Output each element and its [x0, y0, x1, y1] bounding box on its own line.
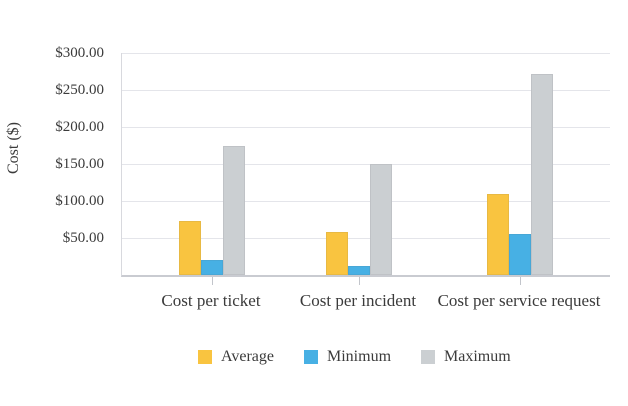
y-tick-label: $150.00	[55, 156, 104, 172]
legend-label: Maximum	[444, 348, 511, 365]
gridline	[122, 53, 610, 54]
x-axis-tick	[520, 277, 521, 285]
y-tick-label: $300.00	[55, 45, 104, 61]
bar-average	[326, 232, 348, 275]
x-axis-tick	[212, 277, 213, 285]
y-tick-label: $100.00	[55, 193, 104, 209]
gridline	[122, 238, 610, 239]
legend: Average Minimum Maximum	[198, 348, 511, 366]
bar-maximum	[370, 164, 392, 275]
legend-swatch-average	[198, 350, 212, 364]
legend-swatch-maximum	[421, 350, 436, 364]
bar-minimum	[348, 266, 370, 275]
y-tick-label: $50.00	[62, 230, 104, 246]
bar-average	[487, 193, 509, 275]
x-category-label: Cost per ticket	[161, 291, 261, 310]
legend-item: Average	[198, 348, 274, 366]
y-tick-label: $250.00	[55, 82, 104, 98]
legend-item: Minimum	[304, 348, 391, 366]
gridline	[122, 164, 610, 165]
gridline	[122, 90, 610, 91]
legend-item: Maximum	[421, 348, 511, 366]
legend-label: Minimum	[327, 348, 392, 365]
bar-average	[179, 220, 201, 275]
legend-label: Average	[221, 348, 274, 365]
legend-swatch-minimum	[304, 350, 318, 364]
gridline	[122, 201, 610, 202]
plot-area	[121, 53, 610, 285]
x-category-label: Cost per incident	[299, 291, 417, 310]
y-tick-label: $200.00	[55, 119, 104, 135]
gridline	[122, 127, 610, 128]
x-category-label: Cost per service request	[437, 291, 601, 310]
bar-minimum	[509, 234, 531, 275]
bar-maximum	[223, 145, 245, 275]
bar-minimum	[201, 260, 223, 275]
x-axis-tick	[359, 277, 360, 285]
bar-maximum	[531, 74, 553, 275]
